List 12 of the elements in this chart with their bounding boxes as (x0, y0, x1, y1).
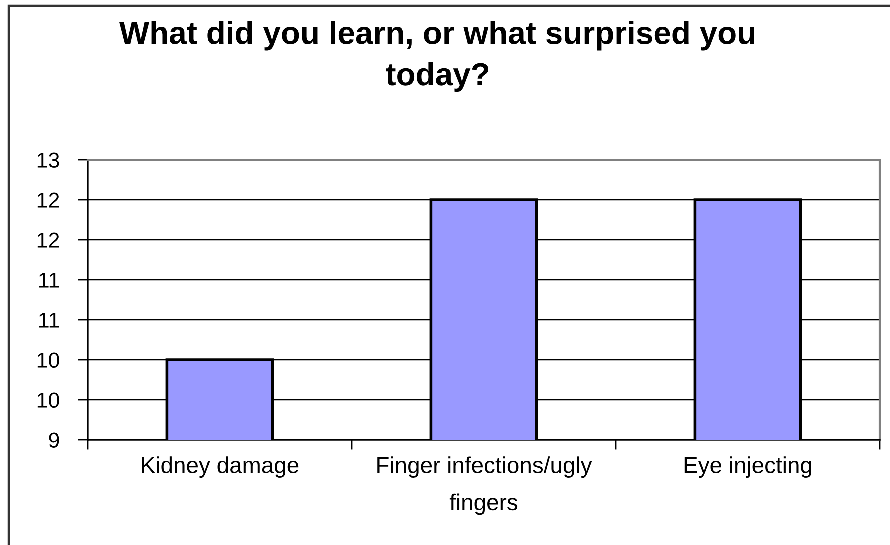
y-tick-label: 11 (40, 272, 60, 288)
y-tick-label: 11 (40, 312, 60, 328)
y-tick-label: 12 (38, 192, 60, 208)
y-tick-label: 10 (38, 392, 60, 408)
x-tick-label: Kidney damage (142, 456, 299, 478)
y-tick-label: 9 (49, 432, 60, 448)
y-tick-label: 12 (38, 232, 60, 248)
chart-title: What did you learn, or what surprised you today? (119, 21, 755, 92)
x-tick-label: Finger infections/ugly fingers (378, 456, 592, 516)
y-tick-label: 13 (38, 152, 60, 168)
y-tick-label: 10 (38, 352, 60, 368)
x-tick-label: Eye injecting (684, 456, 812, 478)
